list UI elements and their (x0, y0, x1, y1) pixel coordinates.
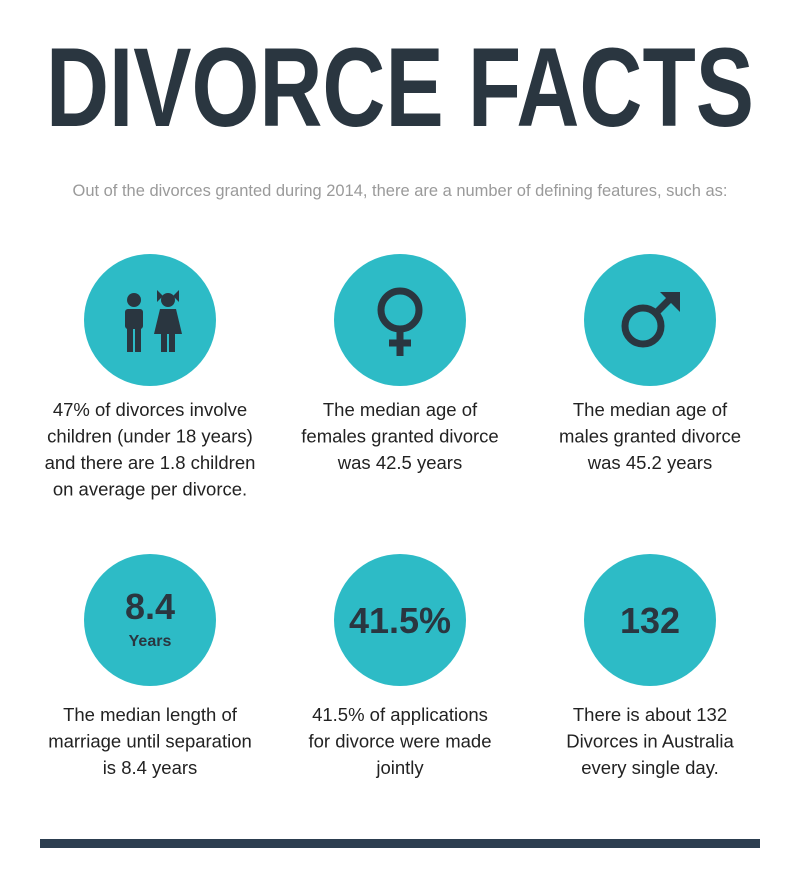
fact-description: was 42.5 years (337, 452, 462, 473)
fact-description: 47% of divorces involve (53, 399, 247, 420)
fact-description: Divorces in Australia (566, 731, 734, 752)
circle-figure: 41.5% (349, 600, 451, 641)
fact-description: and there are 1.8 children (45, 452, 256, 473)
female-icon (377, 287, 423, 356)
circles (84, 254, 716, 686)
fact-circle (334, 554, 466, 686)
bottom-bar (40, 839, 760, 848)
fact-description: There is about 132 (573, 704, 727, 725)
fact-description: jointly (375, 757, 424, 778)
subtitle: Out of the divorces granted during 2014,… (73, 181, 728, 200)
fact-description: marriage until separation (48, 731, 252, 752)
fact-description: The median length of (63, 704, 238, 725)
circle-figure: 8.4 (125, 586, 175, 627)
fact-circle (334, 254, 466, 386)
children-icon (125, 290, 182, 352)
fact-circle (84, 554, 216, 686)
texts: 47% of divorces involve children (under 1… (45, 399, 741, 778)
male-icon (621, 292, 680, 348)
title: DIVORCE FACTS (46, 25, 754, 150)
fact-description: 41.5% of applications (312, 704, 488, 725)
fact-circle (584, 554, 716, 686)
fact-description: The median age of (573, 399, 728, 420)
fact-description: for divorce were made (308, 731, 491, 752)
circle-subtext: Years (129, 633, 172, 650)
fact-circle (584, 254, 716, 386)
fact-circle (84, 254, 216, 386)
fact-description: every single day. (581, 757, 718, 778)
fact-description: The median age of (323, 399, 478, 420)
fact-description: males granted divorce (559, 426, 741, 447)
fact-description: was 45.2 years (587, 452, 712, 473)
fact-description: children (under 18 years) (47, 426, 253, 447)
circle-figure: 132 (620, 600, 680, 641)
fact-description: on average per divorce. (53, 479, 247, 500)
fact-description: is 8.4 years (103, 757, 198, 778)
fact-description: females granted divorce (301, 426, 498, 447)
